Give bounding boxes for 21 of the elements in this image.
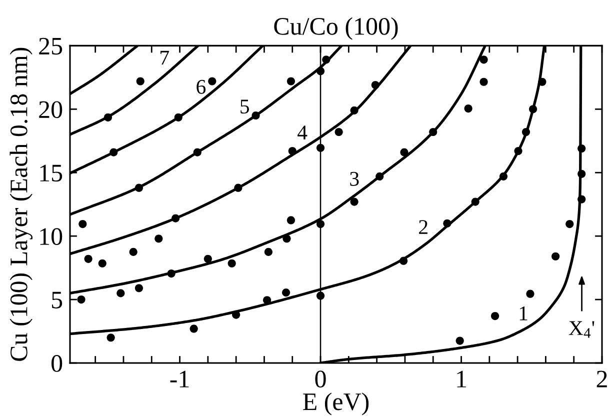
annotation: 6 xyxy=(196,80,206,94)
y-axis-title: Cu (100) Layer (Each 0.18 nm) xyxy=(10,48,32,361)
annotation: 3 xyxy=(350,172,359,186)
y-tick-label: 25 xyxy=(39,38,62,55)
annotation: 7 xyxy=(160,50,169,64)
chart-title: Cu/Co (100) xyxy=(274,17,398,40)
y-tick-label: 15 xyxy=(40,164,62,182)
annotation: 4 xyxy=(298,126,308,140)
annotation: 5 xyxy=(240,100,250,114)
x-tick-label: -1 xyxy=(170,370,189,388)
annotation: X$_{4}$' xyxy=(568,321,594,338)
y-tick-label: 10 xyxy=(40,228,62,245)
annotation: 1 xyxy=(520,306,528,320)
x-tick-label: 1 xyxy=(457,370,466,388)
annotation: 2 xyxy=(419,220,428,234)
x-axis-title: E (eV) xyxy=(303,392,369,416)
x-tick-label: 2 xyxy=(596,370,607,388)
y-tick-label: 5 xyxy=(52,292,62,308)
y-tick-label: 0 xyxy=(52,355,62,372)
x-tick-label: 0 xyxy=(315,370,326,388)
y-tick-label: 20 xyxy=(39,101,62,118)
